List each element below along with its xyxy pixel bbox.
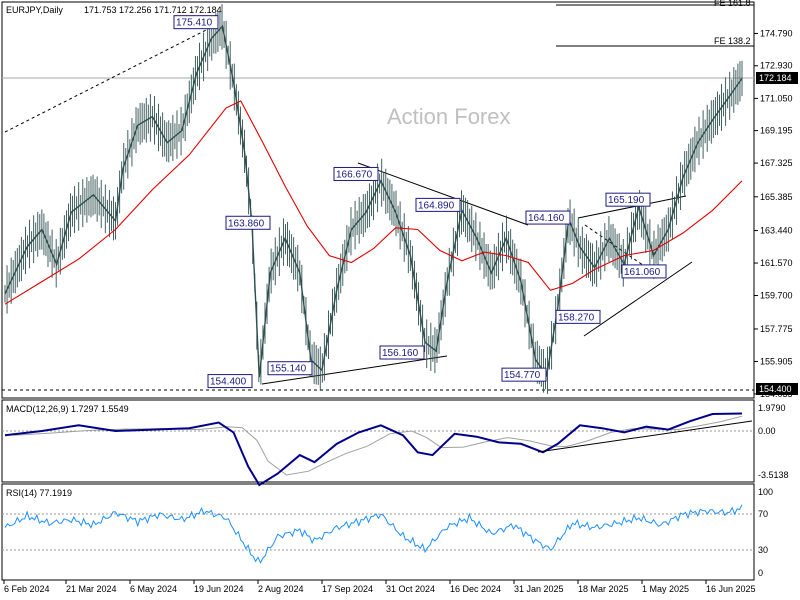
swing-label: 164.160 (528, 213, 565, 224)
macd-title: MACD(12,26,9) 1.7297 1.5549 (6, 404, 129, 414)
swing-label-box (379, 345, 425, 360)
swing-label: 165.190 (608, 195, 645, 206)
swing-label: 163.860 (228, 218, 265, 229)
chart-ohlc: 171.753 172.256 171.712 172.184 (84, 5, 222, 15)
time-tick-label: 16 Dec 2024 (450, 584, 501, 594)
fe-161-label: FE 161.8 (714, 0, 751, 8)
price-tick-label: 174.790 (760, 28, 793, 38)
swing-label: 175.410 (176, 18, 213, 29)
time-tick-label: 19 Jun 2024 (194, 584, 244, 594)
swing-label-box (415, 197, 461, 212)
falling-trendline (357, 162, 529, 226)
price-tick-label: 165.385 (760, 192, 793, 202)
price-tick-label: 163.440 (760, 226, 793, 236)
time-axis: 6 Feb 2024 21 Mar 2024 6 May 2024 19 Jun 20… (3, 580, 756, 594)
macd-tick-bottom: -3.5138 (758, 470, 789, 480)
chart-symbol: EURJPY,Daily (6, 5, 63, 15)
watermark: Action Forex (387, 104, 511, 129)
swing-label: 155.140 (270, 364, 307, 375)
price-tick-label: 171.050 (760, 93, 793, 103)
swing-label-box (501, 367, 547, 382)
rising-support-line (261, 355, 448, 385)
swing-label: 154.400 (210, 377, 247, 388)
time-tick-label: 6 May 2024 (130, 584, 177, 594)
swing-label-box (267, 361, 313, 376)
swing-label-box (525, 210, 571, 225)
macd-panel (1, 399, 755, 483)
price-tick-label: 159.700 (760, 291, 793, 301)
macd-line (4, 412, 743, 487)
swing-label: 156.160 (382, 348, 419, 359)
channel-top-line (577, 195, 687, 219)
rsi-tick-70: 70 (758, 509, 768, 519)
moving-average-line (4, 100, 743, 305)
price-tick-label: 157.775 (760, 324, 793, 334)
support-price-box (756, 383, 798, 395)
dashed-channel-line (584, 224, 651, 271)
time-tick-label: 2 Aug 2024 (258, 584, 304, 594)
rsi-title: RSI(14) 77.1919 (6, 488, 72, 498)
rsi-line (4, 504, 743, 564)
rsi-panel (1, 483, 755, 581)
support-price-tag: 154.400 (759, 384, 792, 394)
time-tick-label: 31 Jan 2025 (514, 584, 564, 594)
rsi-tick-100: 100 (758, 487, 773, 497)
fe-138-label: FE 138.2 (714, 36, 751, 46)
price-tick-label: 167.325 (760, 158, 793, 168)
rsi-tick-30: 30 (758, 545, 768, 555)
price-tick-label: 161.570 (760, 258, 793, 268)
swing-label-box (621, 264, 667, 279)
swing-label-box (605, 192, 651, 207)
time-tick-label: 17 Sep 2024 (322, 584, 373, 594)
swing-label: 164.890 (418, 200, 455, 211)
swing-label-box (207, 374, 253, 389)
swing-label: 154.770 (504, 370, 541, 381)
current-price-tag: 172.184 (759, 73, 792, 83)
price-tick-label: 155.905 (760, 356, 793, 366)
macd-signal-line (13, 415, 743, 476)
macd-trendline (537, 420, 753, 453)
swing-label: 158.270 (558, 312, 595, 323)
time-tick-label: 31 Oct 2024 (386, 584, 435, 594)
rsi-tick-0: 0 (758, 568, 763, 578)
price-tick-label: 172.930 (760, 61, 793, 71)
price-tick-label: 169.195 (760, 126, 793, 136)
swing-label-box (333, 166, 379, 181)
swing-labels: 175.410 163.860 154.400 155.140 166.670 156.1… (173, 15, 667, 389)
time-tick-label: 16 Jun 2025 (706, 584, 756, 594)
time-tick-label: 6 Feb 2024 (4, 584, 50, 594)
swing-label-box (225, 215, 271, 230)
price-line (4, 24, 743, 378)
macd-tick-zero: 0.00 (758, 426, 776, 436)
swing-label-box (173, 15, 219, 30)
time-tick-label: 1 May 2025 (642, 584, 689, 594)
price-axis: 174.790 172.930 171.050 169.195 167.325 165.3… (754, 28, 793, 399)
macd-tick-top: 1.9790 (758, 403, 786, 413)
channel-bottom-line (583, 261, 693, 337)
time-tick-label: 21 Mar 2024 (66, 584, 117, 594)
current-price-box (756, 72, 798, 84)
swing-label: 166.670 (336, 169, 373, 180)
swing-label: 161.060 (624, 267, 661, 278)
swing-label-box (555, 309, 601, 324)
time-tick-label: 18 Mar 2025 (578, 584, 629, 594)
